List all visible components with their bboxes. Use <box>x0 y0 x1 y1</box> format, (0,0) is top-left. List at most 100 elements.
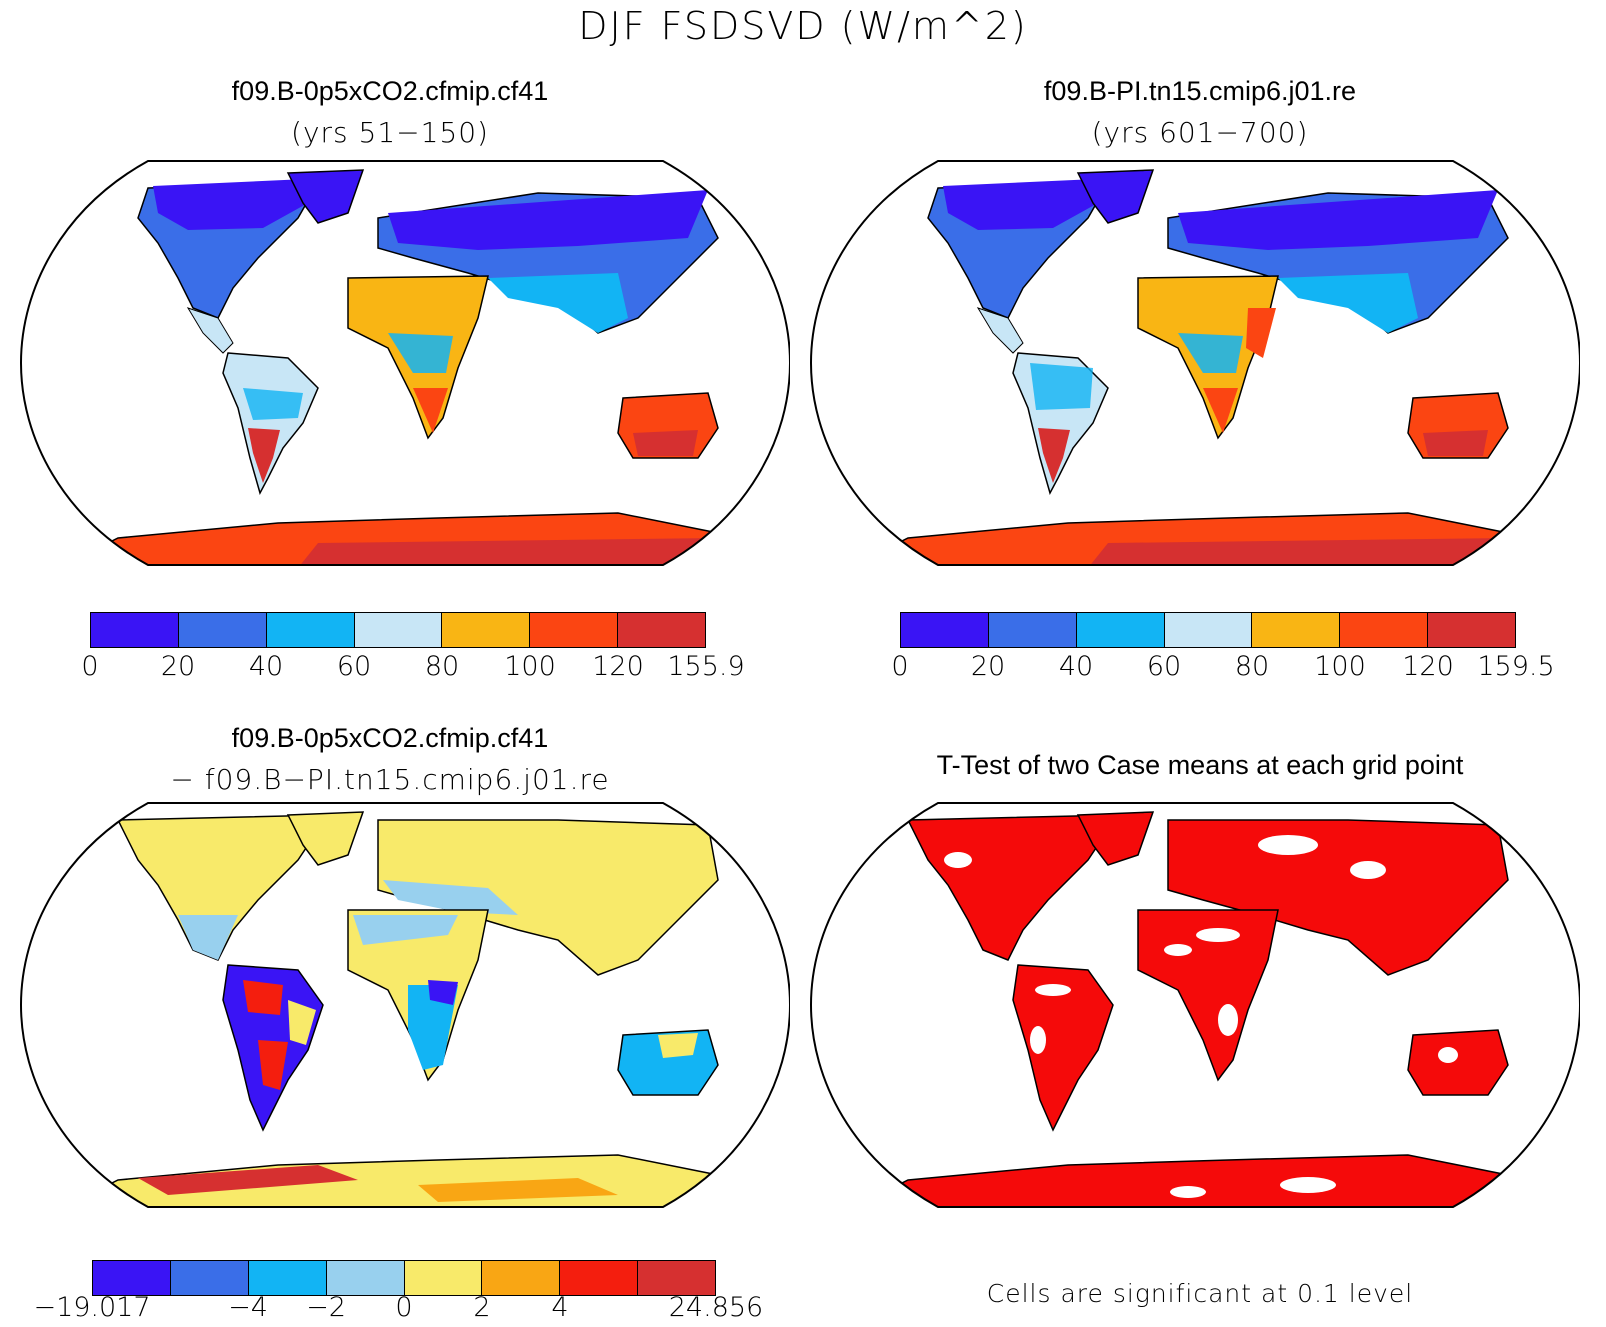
south-america-south <box>1038 428 1070 483</box>
figure-title: DJF FSDSVD (W/m^2) <box>578 4 1028 48</box>
antarctica-land <box>847 1154 1571 1207</box>
eurasia-blue <box>383 880 518 915</box>
greenland <box>286 169 365 224</box>
colorbar-tick-label: 120 <box>592 651 644 682</box>
colorbar-swatch <box>93 1261 171 1295</box>
colorbar-swatch <box>1428 613 1516 647</box>
panel-subtitle-top-right: (yrs 601−700) <box>1091 116 1309 149</box>
colorbar-swatch <box>266 613 355 647</box>
colorbar-tick-label: 0 <box>395 1292 413 1323</box>
map-top-right <box>809 160 1580 566</box>
colorbar-swatch <box>354 613 443 647</box>
panel-title-bottom-right: T-Test of two Case means at each grid po… <box>936 750 1464 780</box>
colorbar-swatch <box>178 613 267 647</box>
south-america-red-2 <box>258 1040 288 1090</box>
colorbar-tick-label: 20 <box>160 651 196 682</box>
panel-subtitle-top-left: (yrs 51−150) <box>291 116 489 149</box>
africa-center <box>1178 333 1243 373</box>
antarctica-interior <box>298 538 758 565</box>
colorbar-top-left <box>90 612 706 648</box>
colorbar-swatch <box>1340 613 1429 647</box>
africa-violet <box>428 980 458 1005</box>
north-america-south <box>178 915 238 960</box>
eurasia-north <box>388 190 708 250</box>
non-significant-cells <box>944 835 1458 1198</box>
africa-south <box>1203 388 1238 433</box>
panel-subtitle-bottom-left: − f09.B−PI.tn15.cmip6.j01.re <box>170 763 610 796</box>
africa-blue <box>353 915 458 945</box>
central-america <box>186 307 234 354</box>
australia-south <box>633 430 698 456</box>
panel-title-top-right: f09.B-PI.tn15.cmip6.j01.re <box>1043 76 1357 106</box>
colorbar-swatch <box>248 1261 327 1295</box>
colorbar-tick-label: −19.017 <box>33 1292 151 1323</box>
colorbar-tick-label: 100 <box>1314 651 1366 682</box>
south-america-mid <box>243 388 303 420</box>
colorbar-tick-label: 60 <box>1146 651 1182 682</box>
south-america-red <box>243 980 283 1015</box>
colorbar-tick-label: 120 <box>1402 651 1454 682</box>
colorbar-swatch <box>91 613 179 647</box>
central-america <box>976 307 1024 354</box>
greenland <box>1076 169 1155 224</box>
panel-title-top-left: f09.B-0p5xCO2.cfmip.cf41 <box>231 76 549 106</box>
colorbar-tick-label: 4 <box>551 1292 569 1323</box>
greenland <box>286 811 365 866</box>
asia-south <box>488 273 628 333</box>
colorbar-tick-label: −2 <box>306 1292 346 1323</box>
australia-yellow <box>658 1033 698 1058</box>
south-america-yellow <box>288 1000 316 1045</box>
greenland <box>1076 811 1155 866</box>
colorbar-swatch <box>170 1261 249 1295</box>
map-top-left <box>19 160 790 566</box>
africa-south <box>413 388 448 433</box>
colorbar-swatch <box>988 613 1077 647</box>
colorbar-swatch <box>560 1261 639 1295</box>
south-america-land <box>1012 964 1114 1132</box>
colorbar-tick-label: −4 <box>228 1292 268 1323</box>
colorbar-tick-label: 20 <box>970 651 1006 682</box>
antarctica-interior <box>1088 538 1548 565</box>
eurasia-north <box>1178 190 1498 250</box>
colorbar-bottom-left <box>92 1260 716 1296</box>
south-america-south <box>248 428 280 483</box>
colorbar-tick-label: 80 <box>424 651 460 682</box>
south-america-mid <box>1030 363 1093 410</box>
significance-note: Cells are significant at 0.1 level <box>986 1279 1414 1308</box>
north-america-north <box>943 178 1118 230</box>
south-america-land <box>222 352 319 495</box>
colorbar-swatch <box>404 1261 483 1295</box>
colorbar-tick-label: 0 <box>81 651 99 682</box>
colorbar-tick-label: 40 <box>248 651 284 682</box>
australia-south <box>1423 430 1488 456</box>
africa-center <box>388 333 453 373</box>
colorbar-tick-label: 155.9 <box>667 651 745 682</box>
map-bottom-right <box>809 802 1580 1208</box>
australia-land <box>1407 1029 1509 1096</box>
colorbar-swatch <box>638 1261 715 1295</box>
colorbar-swatch <box>1164 613 1253 647</box>
asia-south <box>1278 273 1418 333</box>
north-america-north <box>153 178 328 230</box>
map-bottom-left <box>19 802 790 1208</box>
colorbar-tick-label: 60 <box>336 651 372 682</box>
colorbar-swatch <box>1252 613 1341 647</box>
colorbar-tick-label: 2 <box>473 1292 491 1323</box>
colorbar-swatch <box>618 613 706 647</box>
africa-east <box>1246 308 1276 358</box>
colorbar-swatch <box>326 1261 405 1295</box>
colorbar-tick-label: 80 <box>1234 651 1270 682</box>
colorbar-tick-label: 159.5 <box>1477 651 1555 682</box>
colorbar-tick-label: 0 <box>891 651 909 682</box>
antarctica-red <box>138 1165 358 1195</box>
panel-title-bottom-left: f09.B-0p5xCO2.cfmip.cf41 <box>231 723 549 753</box>
colorbar-swatch <box>442 613 531 647</box>
colorbar-tick-label: 100 <box>504 651 556 682</box>
colorbar-swatch <box>482 1261 561 1295</box>
colorbar-swatch <box>530 613 619 647</box>
antarctica-land <box>57 1154 781 1207</box>
antarctica-orange <box>418 1178 618 1202</box>
colorbar-top-right <box>900 612 1516 648</box>
colorbar-tick-label: 24.856 <box>668 1292 764 1323</box>
africa-south <box>408 985 458 1070</box>
